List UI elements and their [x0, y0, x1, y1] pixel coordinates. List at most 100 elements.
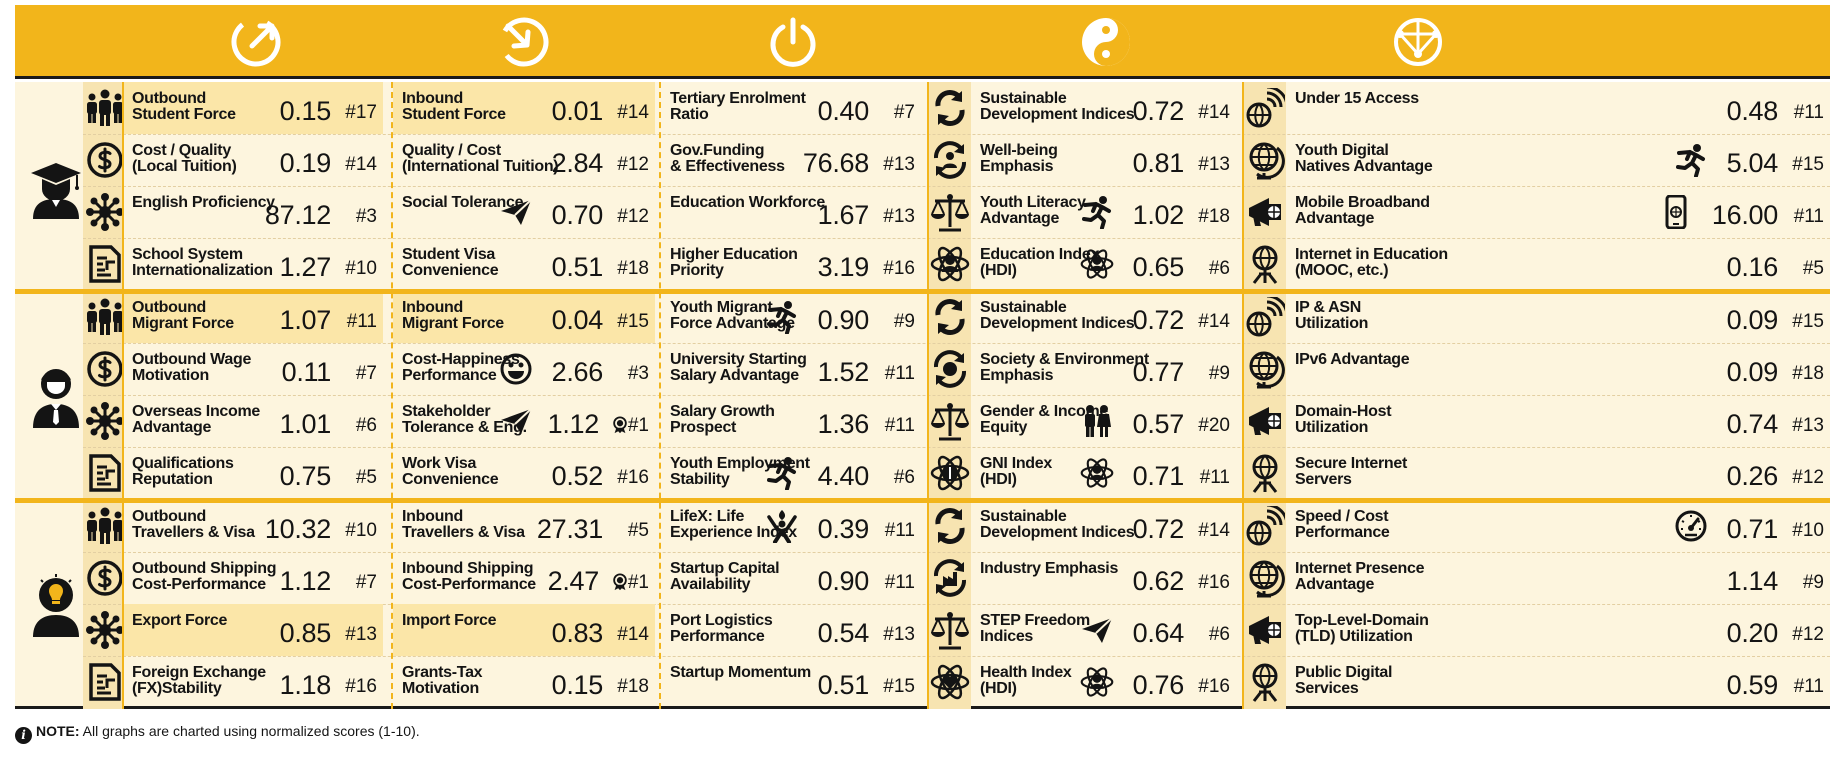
- row-separator: [83, 604, 1830, 605]
- metric-cell: Export Force 0.85 #13: [123, 604, 383, 656]
- metric-value: 0.39: [817, 514, 870, 544]
- metric-value: 1.67: [817, 200, 870, 230]
- metric-rank: #5: [355, 467, 377, 488]
- metric-rank: #16: [883, 258, 915, 279]
- metric-value: 2.47: [547, 566, 600, 596]
- metric-rank: #12: [617, 154, 649, 175]
- megaphone-globe-icon: [1245, 610, 1285, 650]
- metric-label: English Proficiency: [132, 194, 275, 211]
- metric-label: University Starting Salary Advantage: [670, 351, 807, 384]
- metric-cell: Import Force 0.83 #14: [393, 604, 655, 656]
- metric-label: Secure Internet Servers: [1295, 455, 1407, 488]
- metric-value: 0.20: [1726, 618, 1779, 648]
- metric-label: Inbound Shipping Cost-Performance: [402, 560, 536, 593]
- metric-cell: STEP Freedom Indices 0.64 #6: [971, 604, 1236, 656]
- metric-cell: Outbound Wage Motivation 0.11 #7: [123, 343, 383, 395]
- metric-value: 1.07: [279, 305, 332, 335]
- metric-label: Outbound Migrant Force: [132, 299, 234, 332]
- metric-value: 1.14: [1726, 566, 1779, 596]
- metric-value: 0.72: [1132, 305, 1185, 335]
- metric-cell: Outbound Travellers & Visa 10.32 #10: [123, 500, 383, 552]
- metric-rank: #16: [617, 467, 649, 488]
- metric-rank: #18: [617, 258, 649, 279]
- metric-value: 0.51: [817, 670, 870, 700]
- metric-value: 0.52: [551, 461, 604, 491]
- metric-rank: #10: [345, 258, 377, 279]
- metric-label: Under 15 Access: [1295, 90, 1419, 107]
- metric-cell: Social Tolerance 0.70 #12: [393, 186, 655, 238]
- atom-heart-icon: [930, 662, 970, 702]
- metric-cell: IP & ASN Utilization 0.09 #15: [1286, 291, 1830, 343]
- metric-label: Sustainable Development Indices: [980, 299, 1135, 332]
- metric-label: Inbound Student Force: [402, 90, 506, 123]
- metric-cell: Startup Capital Availability 0.90 #11: [661, 552, 921, 604]
- people-group-icon: [85, 506, 125, 546]
- balance-scale-icon: [930, 401, 970, 441]
- metric-value: 0.54: [817, 618, 870, 648]
- metric-cell: Education Workforce 1.67 #13: [661, 186, 921, 238]
- metric-value: 0.75: [279, 461, 332, 491]
- metric-cell: Gov.Funding & Effectiveness 76.68 #13: [661, 134, 921, 186]
- metric-cell: Port Logistics Performance 0.54 #13: [661, 604, 921, 656]
- people-group-icon: [85, 297, 125, 337]
- metric-cell: Youth Digital Natives Advantage 5.04 #15: [1286, 134, 1830, 186]
- metric-value: 1.02: [1132, 200, 1185, 230]
- metric-rank: #18: [617, 676, 649, 697]
- metric-label: Sustainable Development Indices: [980, 90, 1135, 123]
- metric-cell: Higher Education Priority 3.19 #16: [661, 238, 921, 290]
- metric-cell: Sustainable Development Indices 0.72 #14: [971, 500, 1236, 552]
- metric-cell: Secure Internet Servers 0.26 #12: [1286, 447, 1830, 499]
- metric-rank: #11: [884, 572, 915, 593]
- metric-rank: #14: [1198, 311, 1230, 332]
- metric-cell: Youth Literacy Advantage 1.02 #18: [971, 186, 1236, 238]
- running-person-icon: [1080, 195, 1114, 230]
- metric-label: Startup Momentum: [670, 664, 811, 681]
- wifi-globe-icon: [1245, 503, 1289, 546]
- metric-cell: Overseas Income Advantage 1.01 #6: [123, 395, 383, 447]
- metric-value: 3.19: [817, 252, 870, 282]
- metric-value: 0.48: [1726, 96, 1779, 126]
- metric-label: GNI Index (HDI): [980, 455, 1052, 488]
- metric-rank: #15: [1792, 311, 1824, 332]
- outbound-arrow-icon: [228, 14, 284, 70]
- globe-stand-icon: [1245, 140, 1285, 180]
- metric-label: IP & ASN Utilization: [1295, 299, 1369, 332]
- metric-value: 0.74: [1726, 409, 1779, 439]
- dollar-coin-icon: [85, 558, 125, 598]
- metric-value: 2.84: [551, 148, 604, 178]
- metric-cell: Industry Emphasis 0.62 #16: [971, 552, 1236, 604]
- people-group-icon: [85, 88, 125, 128]
- metric-cell: Outbound Student Force 0.15 #17: [123, 82, 383, 134]
- torch-person-icon: [765, 509, 799, 544]
- metric-rank: #7: [355, 363, 377, 384]
- running-person-icon: [1674, 143, 1708, 178]
- metric-cell: Salary Growth Prospect 1.36 #11: [661, 395, 921, 447]
- metric-label: Well-being Emphasis: [980, 142, 1058, 175]
- metric-cell: Outbound Migrant Force 1.07 #11: [123, 291, 383, 343]
- globe-cycle-icon: [930, 349, 970, 389]
- metric-value: 0.15: [551, 670, 604, 700]
- metric-label: Internet Presence Advantage: [1295, 560, 1425, 593]
- section-separator: [15, 498, 1830, 503]
- metric-value: 4.40: [817, 461, 870, 491]
- metric-cell: Well-being Emphasis 0.81 #13: [971, 134, 1236, 186]
- businessman-icon: [27, 364, 85, 428]
- metric-cell: Qualifications Reputation 0.75 #5: [123, 447, 383, 499]
- megaphone-globe-icon: [1245, 192, 1285, 232]
- atom-person-icon: [930, 244, 970, 284]
- metric-value: 0.85: [279, 618, 332, 648]
- metric-cell: Health Index (HDI) 0.76 #16: [971, 656, 1236, 708]
- metric-label: Top-Level-Domain (TLD) Utilization: [1295, 612, 1429, 645]
- metric-cell: Youth Employment Stability 4.40 #6: [661, 447, 921, 499]
- metric-rank: #16: [345, 676, 377, 697]
- metric-label: Social Tolerance: [402, 194, 524, 211]
- metric-cell: Internet in Education (MOOC, etc.) 0.16 #5: [1286, 238, 1830, 290]
- metric-cell: Cost / Quality (Local Tuition) 0.19 #14: [123, 134, 383, 186]
- metric-label: Port Logistics Performance: [670, 612, 773, 645]
- balance-scale-icon: [930, 192, 970, 232]
- metric-rank: #6: [893, 467, 915, 488]
- person-cycle-icon: [930, 140, 970, 180]
- metric-label: Sustainable Development Indices: [980, 508, 1135, 541]
- metric-rank: #1: [627, 415, 649, 436]
- metric-rank: #10: [345, 520, 377, 541]
